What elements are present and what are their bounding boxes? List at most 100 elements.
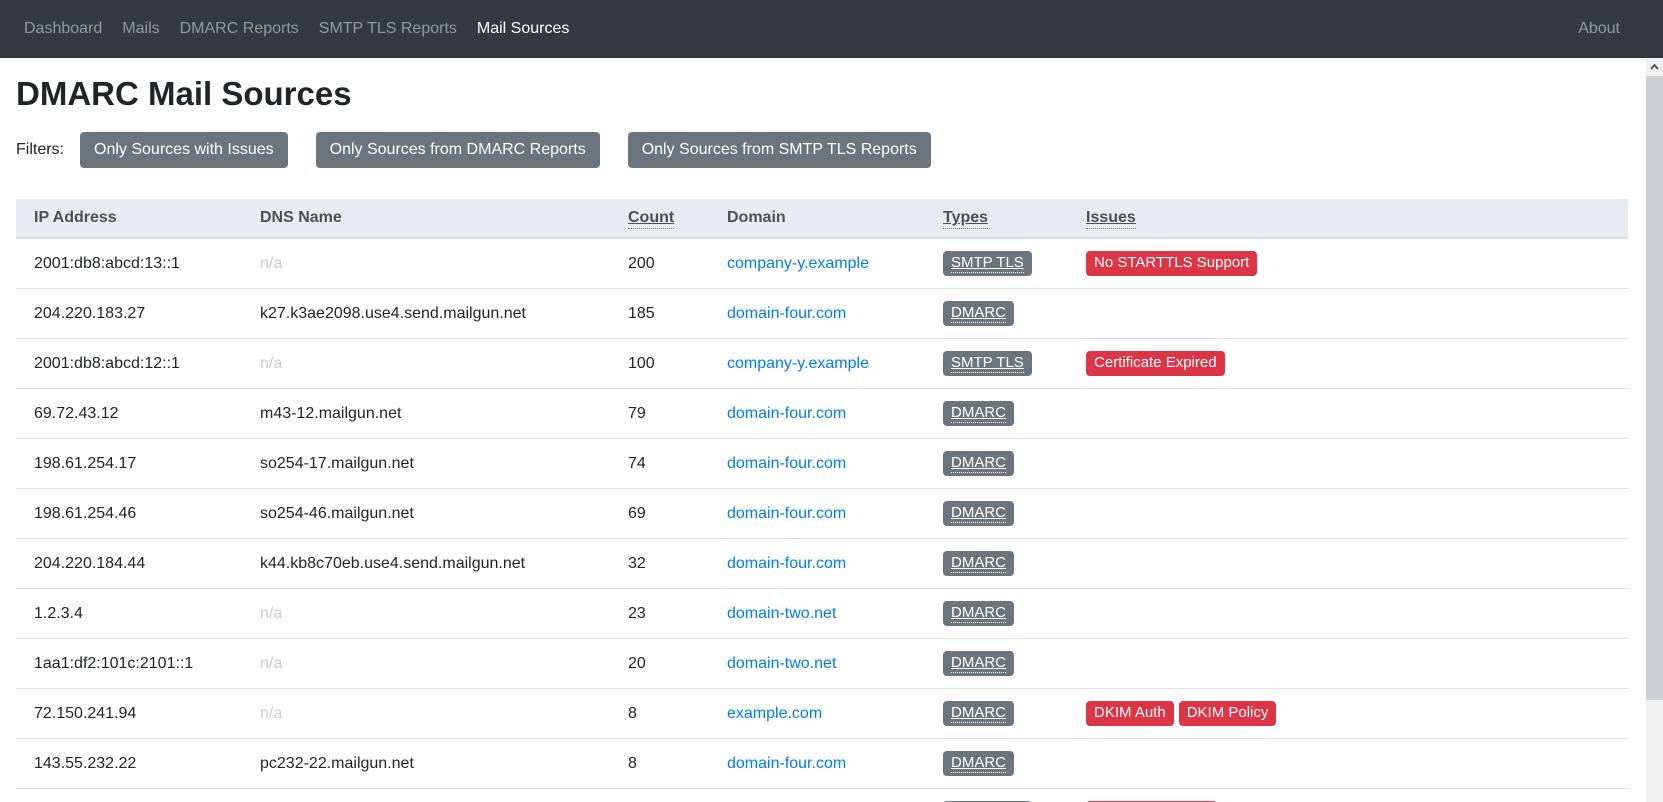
domain-link[interactable]: domain-four.com [727,454,847,472]
issues-cell [1074,438,1628,489]
table-row: 204.220.183.27 k27.k3ae2098.use4.send.mai… [16,288,1628,339]
scrollbar-thumb[interactable] [1646,76,1663,700]
navbar-right-links: About [1568,20,1630,38]
type-badge-dmarc: DMARC [943,601,1014,626]
filter-button-only-sources-with-issues[interactable]: Only Sources with Issues [80,132,288,168]
column-header-types[interactable]: Types [931,199,1074,239]
issues-cell: DKIM Auth DKIM Policy [1074,688,1628,739]
domain-link[interactable]: domain-four.com [727,504,847,522]
type-badge-label: DMARC [951,404,1006,423]
type-badge-label: DMARC [951,454,1006,473]
table-row: 198.61.254.17 so254-17.mailgun.net 74 domai… [16,438,1628,489]
count-cell: 8 [616,738,715,789]
column-header-domain: Domain [715,199,931,239]
filters-row: Filters: Only Sources with Issues Only So… [16,132,1630,168]
domain-link[interactable]: domain-four.com [727,554,847,572]
count-cell: 32 [616,538,715,589]
types-cell: DMARC [931,538,1074,589]
issues-cell: No STARTTLS Support [1074,237,1628,289]
filter-button-only-sources-from-smtp-tls-reports[interactable]: Only Sources from SMTP TLS Reports [627,132,931,168]
table-row: 2001:db8:abcd:12::1 n/a 100 company-y.examp… [16,338,1628,389]
issues-cell [1074,738,1628,789]
count-cell: 20 [616,638,715,689]
type-badge-label: SMTP TLS [951,254,1024,273]
domain-link[interactable]: domain-four.com [727,304,847,322]
table-row: 198.61.254.46 so254-46.mailgun.net 69 domai… [16,488,1628,539]
column-header-issues[interactable]: Issues [1074,199,1628,239]
domain-cell: domain-four.com [715,438,931,489]
type-badge-dmarc: DMARC [943,651,1014,676]
ip-address-cell: 198.61.254.46 [16,488,248,539]
count-cell: 3 [616,788,715,802]
table-row: 72.150.241.94 n/a 8 example.com DMARC DKIM Au… [16,688,1628,739]
domain-link[interactable]: company-y.example [727,354,869,372]
nav-item-dashboard[interactable]: Dashboard [24,20,103,37]
column-header-label: Count [628,209,675,229]
dns-name-cell: so254-46.mailgun.net [248,488,616,539]
table-row: 69.72.43.12 m43-12.mailgun.net 79 domain-fo… [16,388,1628,439]
mail-sources-table: IP Address DNS Name Count Domain Types Issues… [16,199,1628,802]
filter-buttons-group: Only Sources with Issues Only Sources fro… [80,132,959,168]
issue-badge-no-starttls-support: No STARTTLS Support [1086,251,1258,276]
content-area: DMARC Mail Sources Filters: Only Sources… [0,58,1646,802]
domain-link[interactable]: example.com [727,704,823,722]
issues-cell [1074,388,1628,439]
domain-cell: company-y.example [715,338,931,389]
type-badge-smtp-tls: SMTP TLS [943,351,1032,376]
column-header-count[interactable]: Count [616,199,715,239]
nav-item-dmarc-reports[interactable]: DMARC Reports [179,20,299,37]
ip-address-cell: 72.150.241.94 [16,688,248,739]
dns-name-cell: n/a [248,338,616,389]
types-cell: DMARC [931,588,1074,639]
ip-address-cell: 69.72.43.12 [16,388,248,439]
domain-cell: company-y.example [715,788,931,802]
issues-cell [1074,288,1628,339]
dns-name-cell: n/a [248,688,616,739]
dns-name-cell: k27.k3ae2098.use4.send.mailgun.net [248,288,616,339]
domain-cell: domain-four.com [715,488,931,539]
filters-label: Filters: [16,141,64,158]
scrollbar-up-button[interactable] [1646,58,1663,76]
dns-name-cell: n/a [248,237,616,289]
ip-address-cell: 143.55.232.22 [16,738,248,789]
type-badge-label: DMARC [951,304,1006,323]
filter-button-only-sources-from-dmarc-reports[interactable]: Only Sources from DMARC Reports [315,132,600,168]
domain-link[interactable]: domain-four.com [727,754,847,772]
table-row: 1aa1:df2:101c:2101::1 n/a 20 domain-two.net… [16,638,1628,689]
count-cell: 8 [616,688,715,739]
column-header-label: Issues [1086,209,1136,229]
types-cell: SMTP TLS [931,788,1074,802]
domain-cell: domain-two.net [715,638,931,689]
issues-cell: Certificate Expired [1074,338,1628,389]
column-header-dns-name: DNS Name [248,199,616,239]
dns-name-cell: k44.kb8c70eb.use4.send.mailgun.net [248,538,616,589]
type-badge-label: DMARC [951,554,1006,573]
domain-cell: domain-four.com [715,538,931,589]
domain-link[interactable]: domain-four.com [727,404,847,422]
ip-address-cell: 204.220.184.44 [16,538,248,589]
domain-link[interactable]: domain-two.net [727,604,837,622]
nav-item-smtp-tls-reports[interactable]: SMTP TLS Reports [318,20,457,37]
navbar-links: Dashboard Mails DMARC Reports SMTP TLS Repo… [14,12,579,46]
nav-item-mails[interactable]: Mails [122,20,160,37]
domain-cell: domain-two.net [715,588,931,639]
domain-link[interactable]: domain-two.net [727,654,837,672]
types-cell: SMTP TLS [931,338,1074,389]
ip-address-cell: 198.51.100.62 [16,788,248,802]
type-badge-smtp-tls: SMTP TLS [943,251,1032,276]
top-navbar: Dashboard Mails DMARC Reports SMTP TLS Repo… [0,0,1663,58]
chevron-up-icon [1650,64,1659,70]
domain-link[interactable]: company-y.example [727,254,869,272]
domain-cell: domain-four.com [715,388,931,439]
count-cell: 69 [616,488,715,539]
nav-item-about[interactable]: About [1578,20,1620,37]
dns-name-cell: so254-17.mailgun.net [248,438,616,489]
issues-cell [1074,588,1628,639]
type-badge-dmarc: DMARC [943,401,1014,426]
vertical-scrollbar[interactable] [1646,58,1663,802]
nav-item-mail-sources[interactable]: Mail Sources [476,20,570,37]
ip-address-cell: 198.61.254.17 [16,438,248,489]
type-badge-dmarc: DMARC [943,701,1014,726]
count-cell: 74 [616,438,715,489]
